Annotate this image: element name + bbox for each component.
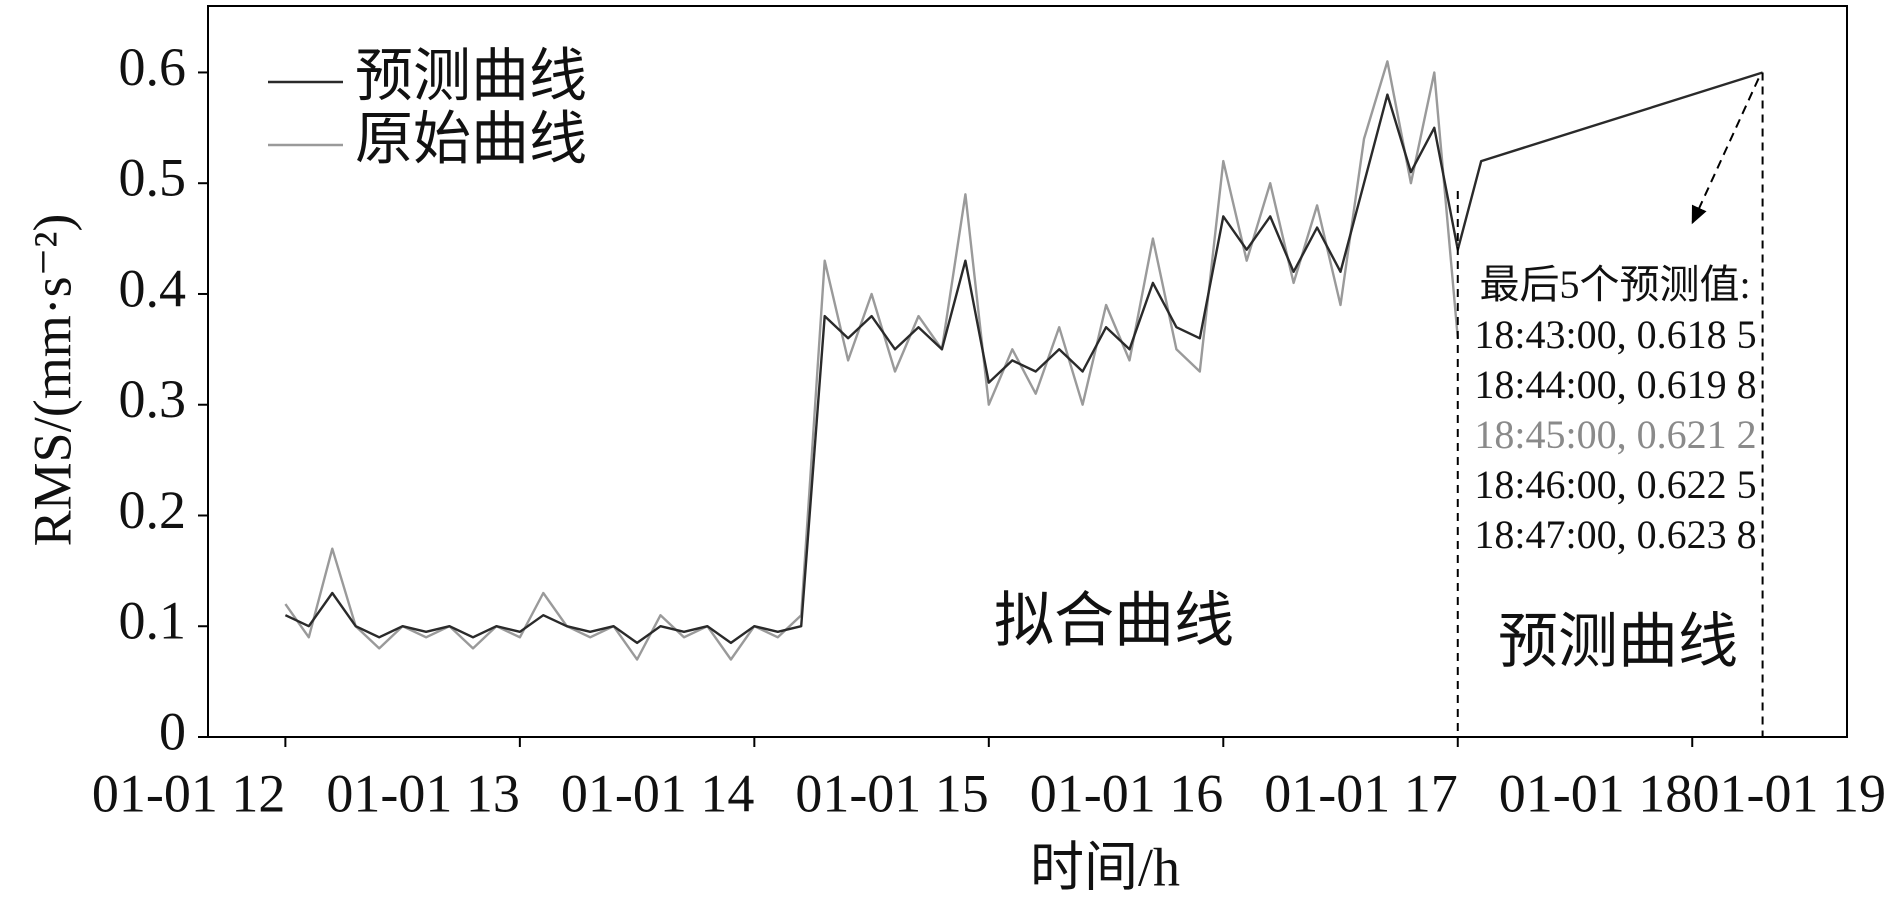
annotation-line: 18:46:00, 0.622 5 [1474,462,1756,507]
x-tick-label: 01-01 12 [92,763,285,823]
annotation-line: 18:47:00, 0.623 8 [1474,512,1756,557]
annotation-line: 18:43:00, 0.618 5 [1474,312,1756,357]
x-tick-label: 01-01 17 [1264,763,1457,823]
x-tick-label: 01-01 18 [1499,763,1692,823]
y-tick-label: 0.6 [119,37,187,97]
annotation-line: 18:45:00, 0.621 2 [1474,412,1756,457]
y-tick-label: 0.5 [119,148,187,208]
legend-label: 原始曲线 [355,106,587,171]
y-tick-label: 0.2 [119,480,187,540]
x-tick-label: 01-01 19 [1693,763,1886,823]
x-tick-label: 01-01 15 [795,763,988,823]
y-tick-label: 0.1 [119,591,187,651]
region-label: 预测曲线 [1498,609,1738,675]
annotation-title: 最后5个预测值: [1479,262,1750,307]
region-label: 拟合曲线 [994,588,1234,654]
y-tick-label: 0.4 [119,258,187,318]
series-line [284,71,1763,645]
x-axis-label: 时间/h [1030,837,1180,897]
y-tick-label: 0.3 [119,369,187,429]
x-tick-label: 01-01 13 [326,763,519,823]
series-line [284,60,1459,661]
x-tick-label: 01-01 14 [561,763,754,823]
y-tick-label: 0 [159,701,186,761]
legend-label: 预测曲线 [355,43,587,108]
x-tick-label: 01-01 16 [1030,763,1223,823]
y-axis-label: RMS/(mm·s⁻²) [22,214,82,547]
annotation-arrow [1691,78,1760,225]
annotation-line: 18:44:00, 0.619 8 [1474,362,1756,407]
plot-frame [207,5,1848,738]
